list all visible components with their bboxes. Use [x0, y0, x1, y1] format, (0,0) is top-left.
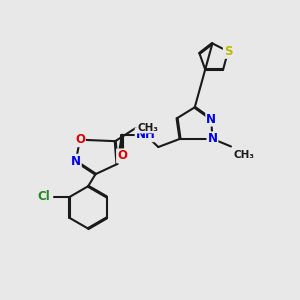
Text: CH₃: CH₃ — [233, 150, 254, 160]
Text: O: O — [117, 149, 127, 162]
Text: CH₃: CH₃ — [137, 123, 158, 133]
Text: N: N — [207, 132, 218, 145]
Text: N: N — [71, 155, 81, 168]
Text: NH: NH — [136, 128, 155, 141]
Text: N: N — [206, 112, 216, 126]
Text: Cl: Cl — [37, 190, 50, 203]
Text: S: S — [224, 45, 232, 58]
Text: O: O — [75, 133, 85, 146]
